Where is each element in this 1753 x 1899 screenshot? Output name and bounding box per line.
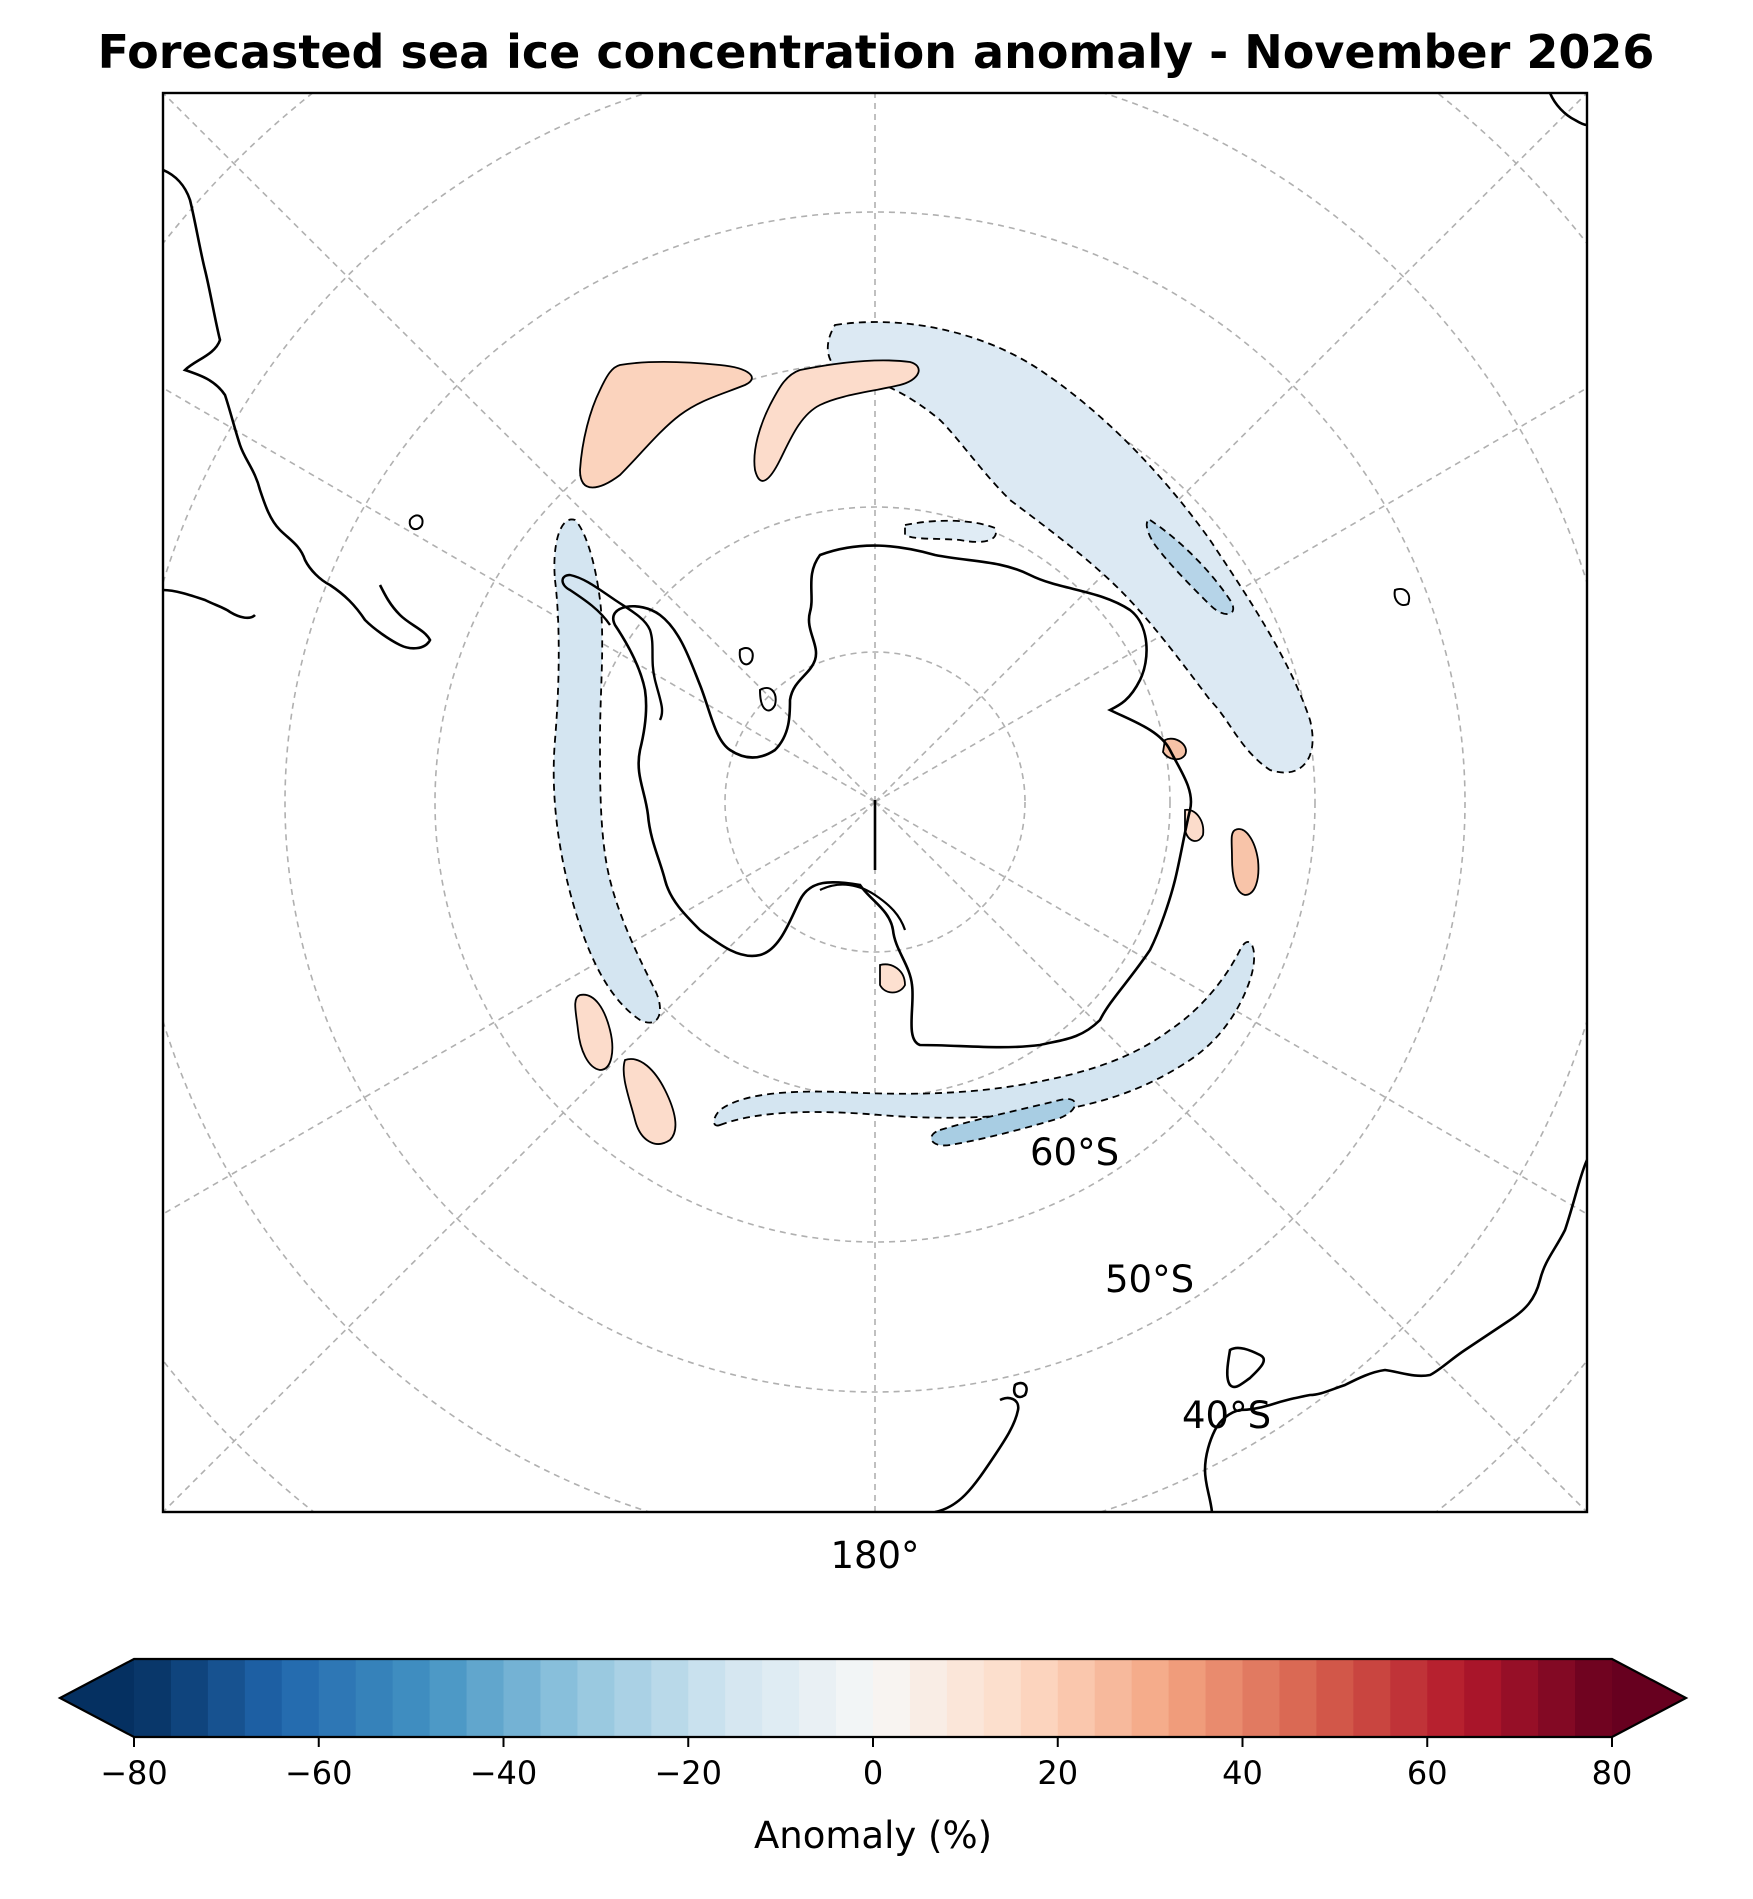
colorbar-segment — [207, 1659, 246, 1737]
colorbar-segment — [1575, 1659, 1613, 1737]
colorbar-segment — [1168, 1659, 1207, 1737]
ice-anomaly-pos-3 — [622, 1058, 677, 1145]
colorbar-segment — [799, 1659, 837, 1737]
africa-coast — [1548, 93, 1587, 127]
colorbar-segment — [318, 1659, 357, 1737]
colorbar-segment — [170, 1659, 209, 1737]
ice-anomaly-pos-6 — [1162, 737, 1187, 761]
ice-anomaly-pos-1 — [579, 361, 753, 489]
colorbar-segment — [1501, 1659, 1539, 1737]
colorbar-tick-label: −20 — [654, 1754, 722, 1792]
colorbar-segment — [762, 1659, 800, 1737]
antarctica-coastline — [612, 544, 1193, 1049]
ice-anomaly-ring-west — [552, 518, 661, 1024]
colorbar-tick-label: 60 — [1407, 1754, 1448, 1792]
ice-anomaly-ring-east — [826, 321, 1314, 774]
ice-anomaly-pos-2 — [753, 359, 920, 482]
colorbar-segment — [503, 1659, 542, 1737]
lat-label-40s: 40°S — [1182, 1394, 1271, 1437]
colorbar-segment — [1316, 1659, 1354, 1737]
colorbar-segment — [1057, 1659, 1096, 1737]
new-zealand-north-island — [1012, 1381, 1028, 1399]
colorbar-segment — [873, 1659, 911, 1737]
ice-anomaly-ring-south — [713, 941, 1255, 1127]
lon-label-180: 180° — [830, 1534, 919, 1577]
ice-anomaly-core-east — [1145, 519, 1235, 615]
sub-antarctic-islands — [408, 514, 1411, 712]
colorbar-tick-label: −80 — [100, 1754, 168, 1792]
negative-anomaly-regions — [552, 321, 1314, 1147]
colorbar-segment — [614, 1659, 652, 1737]
colorbar-segment — [1094, 1659, 1133, 1737]
colorbar-segment — [1464, 1659, 1502, 1737]
colorbar-tick-label: −40 — [470, 1754, 538, 1792]
ross-ice-shelf — [819, 883, 907, 931]
colorbar-segment — [725, 1659, 763, 1737]
colorbar-segment — [1020, 1659, 1059, 1737]
lat-label-50s: 50°S — [1105, 1258, 1194, 1301]
colorbar-segment — [909, 1659, 948, 1737]
colorbar-segment — [983, 1659, 1022, 1737]
colorbar-tick-label: 40 — [1222, 1754, 1263, 1792]
colorbar-segment — [651, 1659, 689, 1737]
ice-anomaly-pos-4 — [574, 993, 614, 1071]
colorbar-segment — [1538, 1659, 1576, 1737]
colorbar-segment — [1427, 1659, 1465, 1737]
colorbar-segments — [134, 1659, 1613, 1737]
colorbar-segment — [466, 1659, 505, 1737]
antarctic-peninsula — [561, 573, 664, 721]
positive-anomaly-regions — [574, 359, 1260, 1145]
tasmania-outline — [1225, 1346, 1266, 1389]
colorbar-segment — [392, 1659, 431, 1737]
colorbar-segment — [836, 1659, 874, 1737]
colorbar-segment — [1131, 1659, 1170, 1737]
colorbar-segment — [1353, 1659, 1391, 1737]
colorbar-tick-label: 0 — [863, 1754, 883, 1792]
colorbar-extend-low — [60, 1659, 134, 1737]
colorbar: −80 −60 −40 −20 0 20 40 60 80 Anomaly (%) — [57, 1657, 1689, 1857]
colorbar-segment — [134, 1659, 172, 1737]
ice-anomaly-pos-5 — [1230, 828, 1260, 896]
new-zealand-south-island — [934, 1396, 1020, 1512]
colorbar-segment — [577, 1659, 615, 1737]
ice-anomaly-pos-8 — [1184, 808, 1205, 842]
colorbar-tick-label: 80 — [1592, 1754, 1633, 1792]
ice-anomaly-core-south — [930, 1098, 1076, 1147]
colorbar-ticks: −80 −60 −40 −20 0 20 40 60 80 — [100, 1737, 1632, 1792]
map-title: Forecasted sea ice concentration anomaly… — [98, 25, 1655, 79]
colorbar-segment — [1242, 1659, 1281, 1737]
colorbar-segment — [540, 1659, 578, 1737]
colorbar-segment — [244, 1659, 283, 1737]
colorbar-label: Anomaly (%) — [754, 1814, 992, 1857]
colorbar-segment — [946, 1659, 985, 1737]
colorbar-segment — [429, 1659, 468, 1737]
lat-label-60s: 60°S — [1030, 1131, 1119, 1174]
colorbar-segment — [281, 1659, 320, 1737]
colorbar-segment — [1390, 1659, 1428, 1737]
colorbar-tick-label: −60 — [285, 1754, 353, 1792]
australia-coast — [1203, 1159, 1587, 1512]
colorbar-segment — [1279, 1659, 1317, 1737]
map-frame — [161, 91, 1589, 1514]
colorbar-segment — [688, 1659, 726, 1737]
colorbar-segment — [1205, 1659, 1244, 1737]
colorbar-extend-high — [1612, 1659, 1686, 1737]
south-america-coast — [163, 168, 432, 650]
ice-anomaly-pos-7 — [879, 963, 906, 994]
continent-outlines — [163, 93, 1587, 1512]
south-america-east-coast — [163, 588, 256, 620]
ice-anomaly-inner-ross — [904, 519, 997, 543]
colorbar-segment — [355, 1659, 394, 1737]
colorbar-tick-label: 20 — [1037, 1754, 1078, 1792]
